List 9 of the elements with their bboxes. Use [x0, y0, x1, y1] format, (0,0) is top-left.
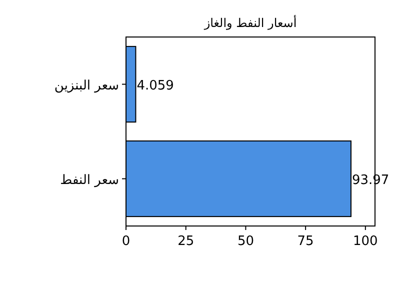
y-tick-label: سعر البنزين: [54, 78, 119, 94]
x-tick-label: 75: [297, 234, 314, 249]
y-tick-label: سعر النفط: [60, 172, 119, 188]
title: أسعار النفط والغاز: [204, 16, 297, 30]
x-tick-label: 100: [353, 234, 378, 249]
data-label: 4.059: [136, 78, 174, 94]
x-tick-label: 25: [178, 234, 194, 249]
x-tick-label: 50: [237, 234, 254, 249]
x-tick-label: 0: [122, 234, 130, 249]
